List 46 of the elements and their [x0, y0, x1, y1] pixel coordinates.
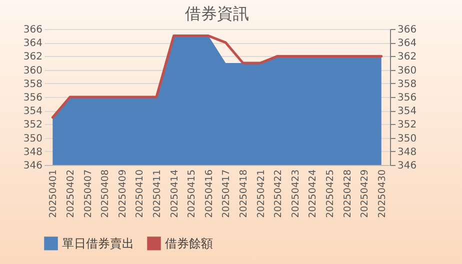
legend-label: 借券餘額 — [165, 236, 213, 250]
x-tick-label: 20250424 — [308, 170, 319, 218]
x-tick-label: 20250430 — [376, 170, 388, 218]
x-tick-label: 20250417 — [221, 170, 232, 218]
x-tick-label: 20250410 — [134, 170, 146, 218]
y2-tick-label: 356 — [398, 92, 417, 104]
y2-tick-label: 364 — [398, 38, 417, 50]
x-tick-label: 20250407 — [82, 170, 94, 218]
y-tick-label: 348 — [23, 146, 42, 158]
legend-label: 單日借券賣出 — [62, 236, 134, 250]
x-tick-label: 20250401 — [48, 170, 60, 218]
y-tick-label: 354 — [23, 106, 42, 118]
line-series — [51, 34, 383, 119]
y-tick-label: 346 — [23, 160, 42, 172]
y2-tick-label: 352 — [398, 120, 417, 131]
x-tick-label: 20250414 — [169, 170, 180, 218]
x-tick-label: 20250402 — [65, 170, 76, 218]
y2-tick-label: 350 — [398, 133, 417, 144]
x-tick-label: 20250409 — [117, 170, 128, 218]
y-tick-label: 350 — [23, 133, 42, 144]
y-tick-label: 358 — [23, 78, 42, 90]
y2-tick-label: 348 — [398, 146, 417, 158]
x-tick-label: 20250425 — [324, 170, 336, 218]
y-tick-label: 366 — [23, 24, 42, 36]
x-tick-label: 20250411 — [152, 170, 163, 218]
x-tick-label: 20250418 — [238, 170, 250, 218]
chart-title: 借券資訊 — [185, 4, 249, 23]
x-tick-label: 20250422 — [273, 170, 284, 218]
y2-tick-label: 360 — [398, 65, 417, 76]
y-tick-label: 364 — [23, 38, 42, 50]
x-tick-label: 20250429 — [360, 170, 371, 218]
y-tick-label: 352 — [23, 120, 42, 131]
x-tick-label: 20250423 — [290, 170, 302, 218]
y2-tick-label: 362 — [398, 52, 417, 63]
y2-tick-label: 346 — [398, 160, 417, 172]
y2-tick-label: 354 — [398, 106, 417, 118]
x-tick-label: 20250415 — [186, 170, 198, 218]
y-tick-label: 356 — [23, 92, 42, 104]
y-tick-label: 360 — [23, 65, 42, 76]
x-tick-label: 20250428 — [342, 170, 354, 218]
x-tick-label: 20250416 — [204, 170, 215, 218]
y2-tick-label: 358 — [398, 78, 417, 90]
y2-tick-label: 366 — [398, 24, 417, 36]
x-tick-label: 20250408 — [100, 170, 112, 218]
x-tick-label: 20250421 — [256, 170, 267, 218]
y-tick-label: 362 — [23, 52, 42, 63]
